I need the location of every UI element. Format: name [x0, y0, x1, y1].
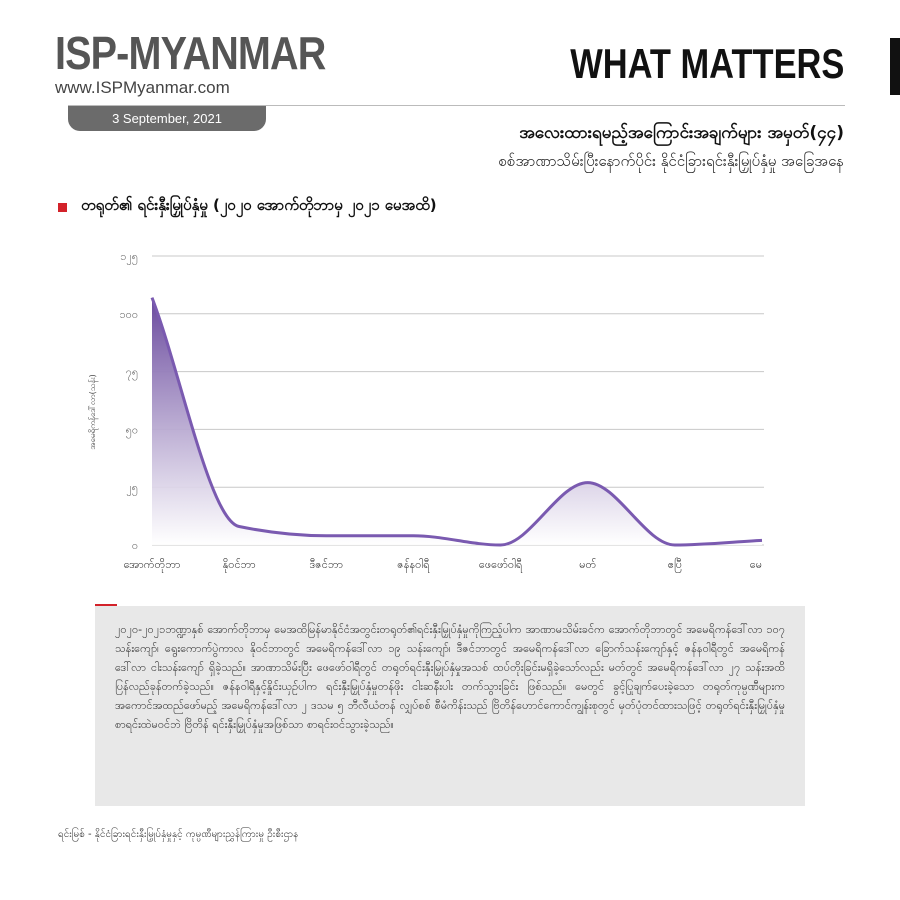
x-tick-label: မတ်	[579, 558, 596, 571]
logo-title: ISP-MYANMAR	[55, 27, 326, 79]
note-text: ၂၀၂၀-၂၀၂၁ဘဏ္ဍာနှစ် အောက်တိုဘာမှ မေအထိမြန…	[115, 623, 785, 731]
y-tick-label: ၁၂၅	[120, 250, 138, 265]
logo: ISP-MYANMAR www.ISPMyanmar.com	[55, 30, 369, 98]
x-tick-label: ဒီဇင်ဘာ	[310, 558, 344, 571]
page-subtitle: စစ်အာဏာသိမ်းပြီးနောက်ပိုင်း နိုင်ငံခြားရ…	[498, 152, 844, 170]
series-line	[150, 297, 763, 547]
y-tick-label: ၀	[132, 539, 138, 552]
x-tick-label: ဖေဖော်ဝါရီ	[479, 558, 523, 573]
page-title: အလေးထားရမည့်အကြောင်းအချက်များ အမှတ်(၄၄)	[519, 123, 844, 143]
header-rule	[68, 105, 845, 106]
series-name: WHAT MATTERS	[569, 40, 844, 87]
chart-title: တရုတ်၏ ရင်းနှီးမြှုပ်နှံမှု (၂၀၂၀ အောက်တ…	[81, 196, 437, 214]
x-tick-label: အောက်တိုဘာ	[124, 558, 181, 573]
y-tick-label: ၁၀၀	[119, 308, 138, 321]
chart-title-row: တရုတ်၏ ရင်းနှီးမြှုပ်နှံမှု (၂၀၂၀ အောက်တ…	[58, 196, 437, 218]
area-chart: ၀ ၂၅ ၅၀ ၇၅ ၁၀၀ ၁၂၅ အောက်တိုဘာ နိုဝင်ဘာ ဒီဇင်ဘာ ဇ…	[87, 250, 764, 573]
x-tick-label: ဇန်နဝါရီ	[397, 558, 430, 573]
y-axis-label: အမေရိကန်ဒေါ်လာ(သန်း)	[87, 374, 99, 450]
x-tick-label: မေ	[750, 558, 762, 571]
series-area	[152, 297, 762, 545]
x-tick-label: ဧပြီ	[668, 558, 682, 573]
y-tick-label: ၅၀	[126, 423, 138, 438]
bullet-square-icon	[58, 202, 67, 212]
y-tick-label: ၂၅	[126, 481, 138, 496]
corner-bar	[890, 38, 900, 95]
source-note: ရင်းမြစ် - နိုင်ငံခြားရင်းနှီးမြှုပ်နှံမ…	[58, 829, 299, 840]
y-tick-label: ၇၅	[126, 366, 138, 381]
note-accent	[95, 604, 117, 607]
x-tick-label: နိုဝင်ဘာ	[223, 558, 256, 573]
logo-url: www.ISPMyanmar.com	[55, 78, 230, 97]
date-badge: 3 September, 2021	[68, 106, 266, 131]
note-box: ၂၀၂၀-၂၀၂၁ဘဏ္ဍာနှစ် အောက်တိုဘာမှ မေအထိမြန…	[95, 606, 805, 806]
